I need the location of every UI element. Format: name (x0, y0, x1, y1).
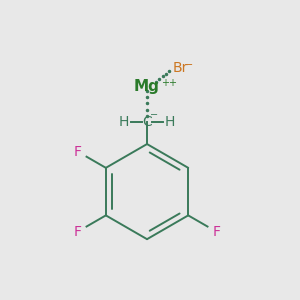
Text: −: − (184, 60, 193, 70)
Text: −: − (150, 110, 158, 120)
Text: H: H (165, 115, 175, 129)
Text: F: F (74, 145, 82, 159)
Text: H: H (119, 115, 129, 129)
Text: ++: ++ (161, 77, 177, 88)
Text: C: C (142, 115, 152, 129)
Text: F: F (212, 225, 220, 238)
Text: Br: Br (172, 61, 188, 75)
Text: F: F (74, 225, 82, 238)
Text: Mg: Mg (134, 79, 160, 94)
